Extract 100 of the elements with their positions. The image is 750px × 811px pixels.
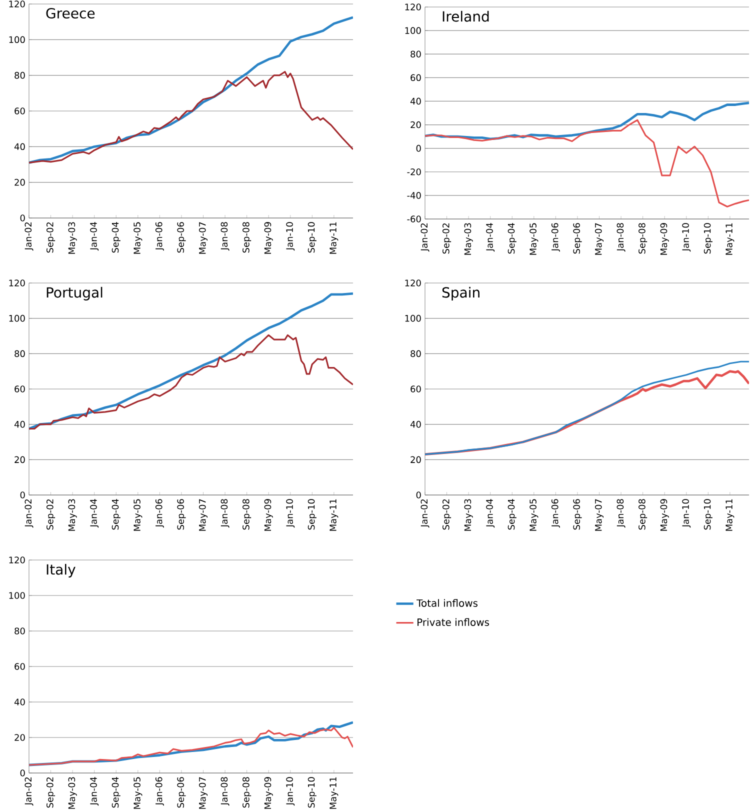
x-tick-label: May-07 — [594, 223, 604, 255]
x-tick-label: Jan-08 — [220, 222, 230, 251]
y-tick-label: 20 — [14, 178, 25, 186]
x-tick-label: Jan-04 — [486, 499, 495, 528]
x-tick-label: May-09 — [660, 223, 669, 255]
y-tick-label: 80 — [14, 72, 25, 79]
x-tick-label: Sep-08 — [242, 222, 252, 253]
x-tick-label: Sep-10 — [704, 223, 712, 254]
x-tick-label: May-07 — [198, 499, 208, 531]
y-tick-label: 120 — [9, 0, 25, 8]
x-tick-label: Sep-02 — [46, 499, 56, 530]
x-tick-label: May-11 — [726, 223, 734, 255]
x-tick-label: May-03 — [68, 777, 77, 809]
y-tick-label: 60 — [14, 386, 25, 392]
x-tick-label: Sep-02 — [46, 777, 56, 808]
y-tick-label: 60 — [410, 386, 421, 392]
y-tick-label: -60 — [407, 216, 421, 222]
y-tick-label: 40 — [14, 698, 25, 706]
y-tick-label: 100 — [405, 27, 421, 34]
x-tick-label: May-03 — [68, 499, 77, 531]
x-tick-label: May-11 — [330, 222, 338, 254]
x-tick-label: Jan-10 — [682, 223, 691, 252]
x-tick-label: Jan-06 — [155, 777, 164, 806]
chart-title: Portugal — [46, 286, 102, 300]
y-tick-label: 120 — [405, 4, 421, 10]
x-tick-label: May-07 — [198, 222, 208, 254]
x-tick-label: Jan-02 — [24, 222, 34, 251]
x-tick-label: May-05 — [134, 222, 142, 254]
x-tick-label: Sep-06 — [177, 777, 186, 808]
x-tick-label: Jan-10 — [286, 499, 295, 528]
x-tick-label: Jan-10 — [286, 777, 295, 806]
chart-title: Spain — [442, 286, 480, 300]
x-tick-label: Jan-04 — [90, 222, 99, 251]
x-tick-label: Sep-02 — [46, 222, 56, 253]
legend-label: Private inflows — [418, 618, 490, 626]
x-tick-label: Jan-04 — [90, 777, 99, 806]
y-tick-label: 20 — [410, 121, 421, 128]
x-tick-label: May-09 — [264, 222, 273, 254]
x-tick-label: Sep-08 — [242, 777, 252, 808]
x-tick-label: Sep-08 — [242, 499, 252, 530]
x-tick-label: Sep-06 — [177, 499, 186, 530]
y-tick-label: 80 — [14, 628, 25, 634]
x-tick-label: Sep-04 — [508, 499, 516, 530]
x-tick-label: Jan-06 — [155, 222, 164, 251]
x-tick-label: Sep-06 — [573, 223, 582, 254]
y-tick-label: 100 — [9, 314, 25, 322]
y-tick-label: 100 — [405, 314, 421, 322]
x-tick-label: May-11 — [330, 499, 338, 531]
x-tick-label: May-05 — [530, 499, 538, 531]
y-tick-label: -20 — [407, 168, 421, 176]
chart-title: Italy — [46, 564, 76, 578]
x-tick-label: Jan-08 — [220, 499, 230, 528]
x-tick-label: May-05 — [134, 499, 142, 531]
x-tick-label: May-07 — [594, 499, 604, 531]
x-tick-label: Sep-04 — [112, 222, 120, 253]
y-tick-label: 40 — [410, 420, 421, 428]
x-tick-label: Jan-08 — [616, 499, 626, 528]
y-tick-label: 80 — [410, 350, 421, 358]
x-tick-label: Sep-06 — [573, 499, 582, 530]
y-tick-label: 0 — [416, 144, 421, 152]
y-tick-label: 20 — [410, 456, 421, 464]
y-tick-label: 120 — [9, 280, 25, 286]
x-tick-label: Sep-10 — [308, 499, 316, 530]
x-tick-label: Jan-10 — [286, 222, 295, 251]
chart-title: Greece — [46, 8, 95, 19]
y-tick-label: 100 — [9, 36, 25, 44]
line-series — [29, 334, 353, 430]
x-tick-label: Sep-02 — [442, 499, 452, 530]
x-tick-label: May-09 — [660, 499, 669, 531]
y-tick-label: 40 — [14, 420, 25, 428]
x-tick-label: May-03 — [464, 223, 473, 255]
x-tick-label: Sep-02 — [442, 223, 452, 254]
x-tick-label: Sep-08 — [638, 499, 648, 530]
x-tick-label: May-09 — [264, 777, 273, 809]
x-tick-label: Sep-06 — [177, 222, 186, 253]
x-tick-label: Jan-06 — [551, 223, 560, 252]
x-tick-label: May-05 — [530, 223, 538, 255]
x-tick-label: May-09 — [264, 499, 273, 531]
x-tick-label: Sep-08 — [638, 223, 648, 254]
y-tick-label: 120 — [405, 280, 421, 286]
y-tick-label: 20 — [14, 456, 25, 464]
x-tick-label: Jan-02 — [420, 499, 430, 528]
y-tick-label: 60 — [14, 663, 25, 670]
y-tick-label: 120 — [9, 556, 25, 564]
x-tick-label: Jan-06 — [551, 499, 560, 528]
x-tick-label: Sep-04 — [112, 499, 120, 530]
legend-label: Total inflows — [416, 599, 478, 607]
x-tick-label: May-05 — [134, 777, 142, 809]
x-tick-label: Jan-02 — [24, 777, 34, 806]
x-tick-label: Jan-08 — [616, 223, 626, 252]
y-tick-label: 60 — [410, 74, 421, 82]
x-tick-label: May-11 — [726, 499, 734, 531]
y-tick-label: 80 — [14, 350, 25, 358]
y-tick-label: 100 — [9, 592, 25, 599]
x-tick-label: May-03 — [464, 499, 473, 531]
y-tick-label: 0 — [416, 492, 421, 498]
y-tick-label: 60 — [14, 108, 25, 114]
x-tick-label: Jan-10 — [682, 499, 691, 528]
x-tick-label: Sep-04 — [508, 223, 516, 254]
x-tick-label: Jan-08 — [220, 777, 230, 806]
